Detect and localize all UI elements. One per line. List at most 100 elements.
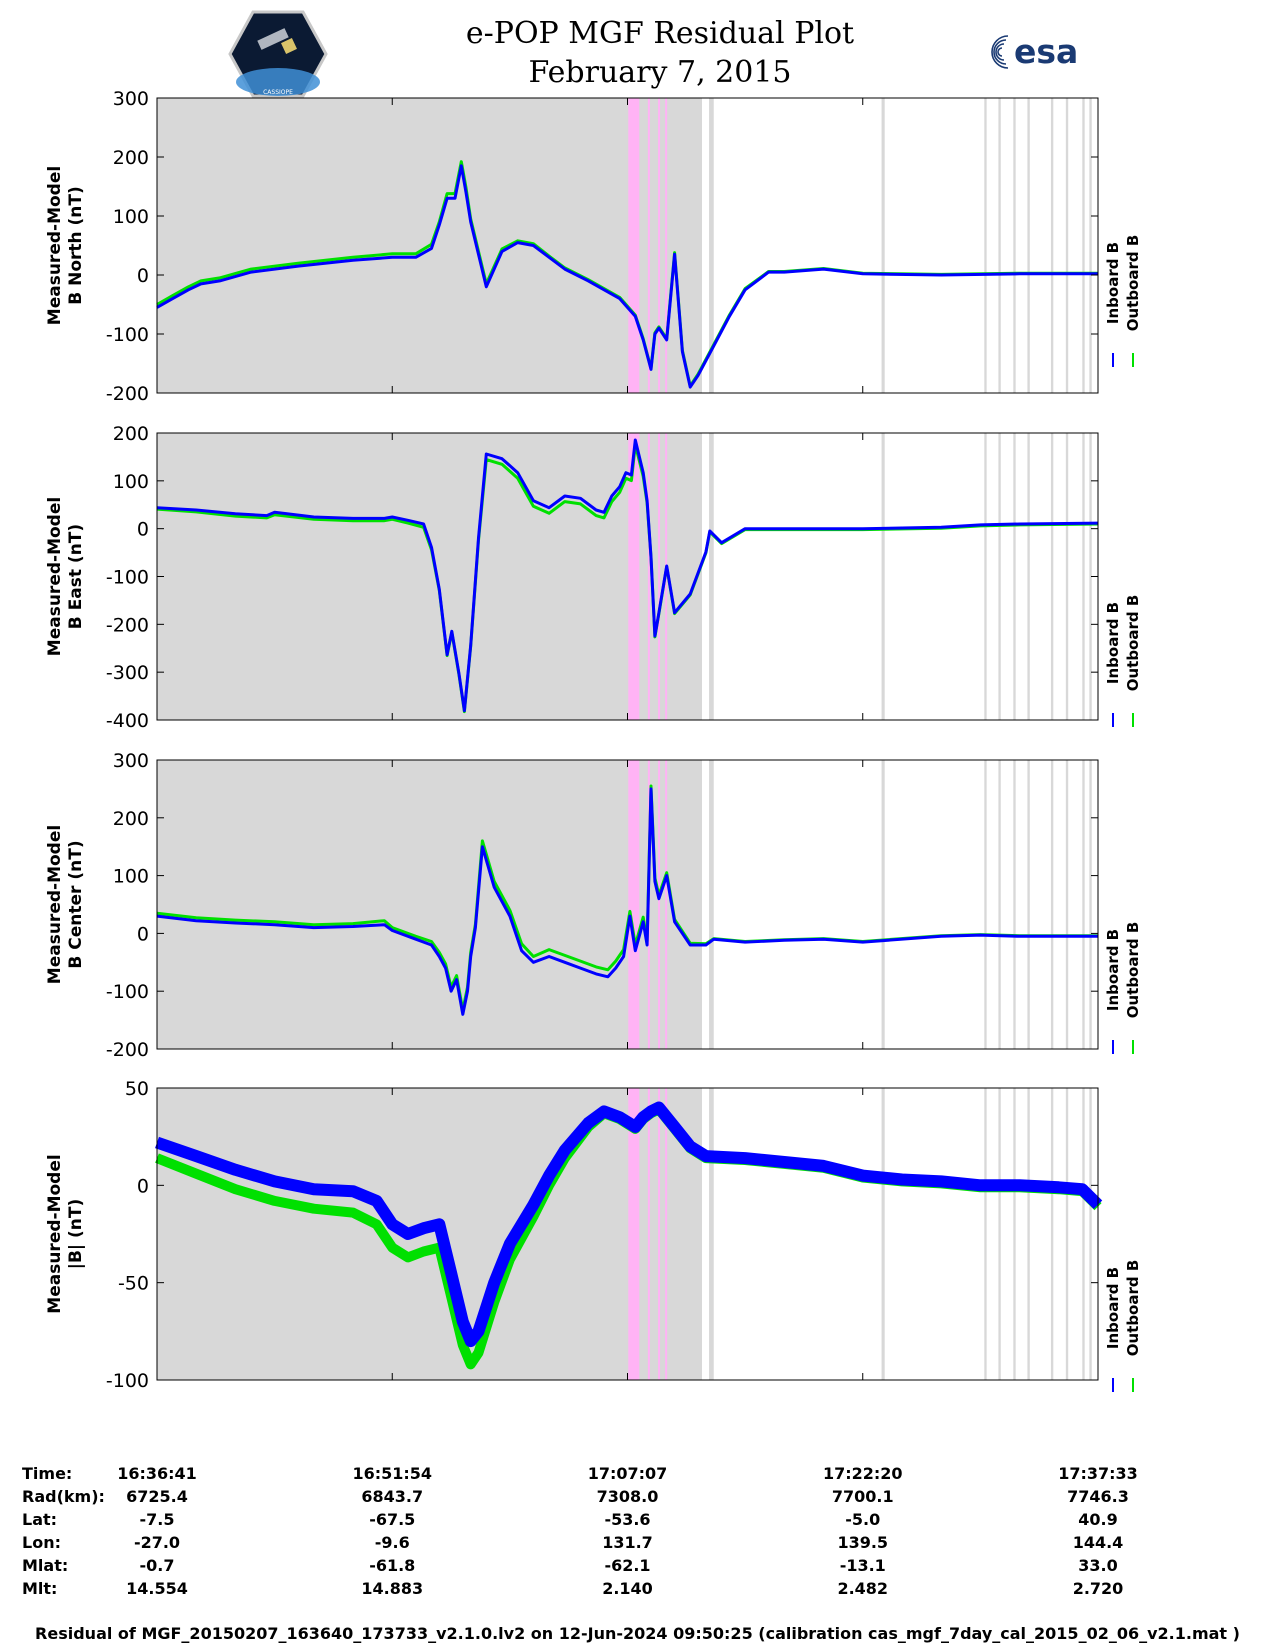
y-tick-label: -200 <box>106 614 149 636</box>
shade-region <box>1089 433 1092 720</box>
orbit-cell: 139.5 <box>837 1533 889 1552</box>
y-tick-label: -100 <box>106 1370 149 1392</box>
shade-region <box>1065 433 1069 720</box>
row-label-lat: Lat: <box>22 1510 58 1529</box>
shade-region <box>984 433 987 720</box>
shade-region <box>998 1088 1001 1380</box>
shade-region <box>1082 1088 1085 1380</box>
y-axis-label-line: B North (nT) <box>66 186 86 305</box>
orbit-cell: 14.883 <box>361 1579 424 1598</box>
y-tick-label: -200 <box>106 383 149 405</box>
legend-label-inboard: Inboard B <box>1104 242 1122 324</box>
shade-region <box>1013 433 1016 720</box>
orbit-cell: -5.0 <box>845 1510 881 1529</box>
shade-region <box>1013 1088 1016 1380</box>
shade-region <box>998 98 1001 393</box>
y-tick-label: -100 <box>106 981 149 1003</box>
orbit-cell: -67.5 <box>369 1510 416 1529</box>
y-tick-label: 200 <box>113 423 149 445</box>
shade-region <box>1050 98 1054 393</box>
row-label-lon: Lon: <box>22 1533 61 1552</box>
shade-region <box>157 1088 702 1380</box>
legend-label-outboard: Outboard B <box>1124 1260 1142 1357</box>
shade-region <box>157 760 702 1049</box>
shade-region <box>1027 98 1030 393</box>
y-tick-label: 100 <box>113 471 149 493</box>
shade-region <box>1089 98 1092 393</box>
shade-region <box>984 1088 987 1380</box>
shade-region <box>1082 98 1085 393</box>
orbit-cell: -13.1 <box>839 1556 886 1575</box>
orbit-cell: -53.6 <box>604 1510 651 1529</box>
shade-region <box>157 433 702 720</box>
orbit-cell: 14.554 <box>126 1579 188 1598</box>
y-axis-label: Measured-ModelB North (nT) <box>45 166 86 325</box>
plot-title: e-POP MGF Residual Plot February 7, 2015 <box>380 14 940 92</box>
y-tick-label: 0 <box>137 265 149 287</box>
shade-region <box>1013 760 1016 1049</box>
orbit-cell: 33.0 <box>1078 1556 1118 1575</box>
y-axis-label-line: Measured-Model <box>45 166 65 325</box>
shade-region <box>881 433 885 720</box>
y-axis-label: Measured-ModelB Center (nT) <box>45 825 86 984</box>
legend-label-inboard: Inboard B <box>1104 1267 1122 1349</box>
y-axis-label: Measured-Model|B| (nT) <box>45 1154 86 1313</box>
y-tick-label: -400 <box>106 710 149 732</box>
orbit-cell: -27.0 <box>133 1533 181 1552</box>
shade-region <box>881 98 885 393</box>
shade-region <box>881 760 885 1049</box>
row-label-time: Time: <box>22 1464 73 1483</box>
orbit-cell: -62.1 <box>604 1556 651 1575</box>
orbit-cell: -61.8 <box>369 1556 416 1575</box>
legend-label-outboard: Outboard B <box>1124 595 1142 692</box>
y-axis-label: Measured-ModelB East (nT) <box>45 497 86 656</box>
orbit-cell: 17:22:20 <box>822 1464 903 1483</box>
panel-b-magnitude: 50 0 -50 -100 Measured-Model|B| (nT) Inboard … <box>45 1078 1142 1392</box>
footer-note: Residual of MGF_20150207_163640_173733_v… <box>35 1624 1240 1643</box>
y-tick-label: 0 <box>137 1175 149 1197</box>
highlight-line <box>658 98 661 393</box>
highlight-line <box>647 1088 650 1380</box>
date-text: February 7, 2015 <box>528 55 792 90</box>
highlight-line <box>665 1088 668 1380</box>
legend-label-inboard: Inboard B <box>1104 929 1122 1011</box>
series-line-inboard <box>155 1101 1103 1348</box>
row-label-mlt: Mlt: <box>22 1579 58 1598</box>
orbit-cell: 17:37:33 <box>1058 1464 1138 1483</box>
y-tick-label: -100 <box>106 324 149 346</box>
legend-label-outboard: Outboard B <box>1124 235 1142 332</box>
shade-region <box>998 433 1001 720</box>
highlight-line <box>665 760 668 1049</box>
y-axis-label-line: B East (nT) <box>66 524 86 629</box>
shade-region <box>1027 433 1030 720</box>
orbit-cell: 17:07:07 <box>587 1464 668 1483</box>
orbit-cell: 6725.4 <box>126 1487 188 1506</box>
orbit-cell: -7.5 <box>139 1510 175 1529</box>
highlight-line <box>647 98 650 393</box>
orbit-cell: 2.720 <box>1072 1579 1124 1598</box>
legend-label-inboard: Inboard B <box>1104 602 1122 684</box>
row-label-mlat: Mlat: <box>22 1556 69 1575</box>
row-label-radius: Rad(km): <box>22 1487 105 1506</box>
orbit-cell: 7700.1 <box>831 1487 894 1506</box>
panel-b-east: 200 100 0 -100 -200 -300 -400 Measured-ModelB E… <box>45 423 1142 732</box>
shade-region <box>1089 1088 1092 1380</box>
esa-logo-text: esa <box>1014 32 1079 71</box>
orbit-cell: 144.4 <box>1072 1533 1124 1552</box>
orbit-cell: 7746.3 <box>1067 1487 1129 1506</box>
orbit-cell: 40.9 <box>1078 1510 1118 1529</box>
highlight-region <box>628 760 640 1049</box>
highlight-line <box>658 760 661 1049</box>
orbit-cell: 6843.7 <box>361 1487 424 1506</box>
orbit-cell: 131.7 <box>602 1533 653 1552</box>
cassiope-logo-text: CASSIOPE <box>263 89 293 96</box>
orbit-cell: 7308.0 <box>596 1487 659 1506</box>
shade-region <box>709 760 714 1049</box>
series-line-inboard <box>156 787 1098 1016</box>
orbit-cell: -0.7 <box>139 1556 175 1575</box>
shade-region <box>1065 98 1069 393</box>
y-axis-label-line: B Center (nT) <box>66 840 86 968</box>
y-tick-label: 100 <box>113 206 149 228</box>
shade-region <box>709 98 714 393</box>
